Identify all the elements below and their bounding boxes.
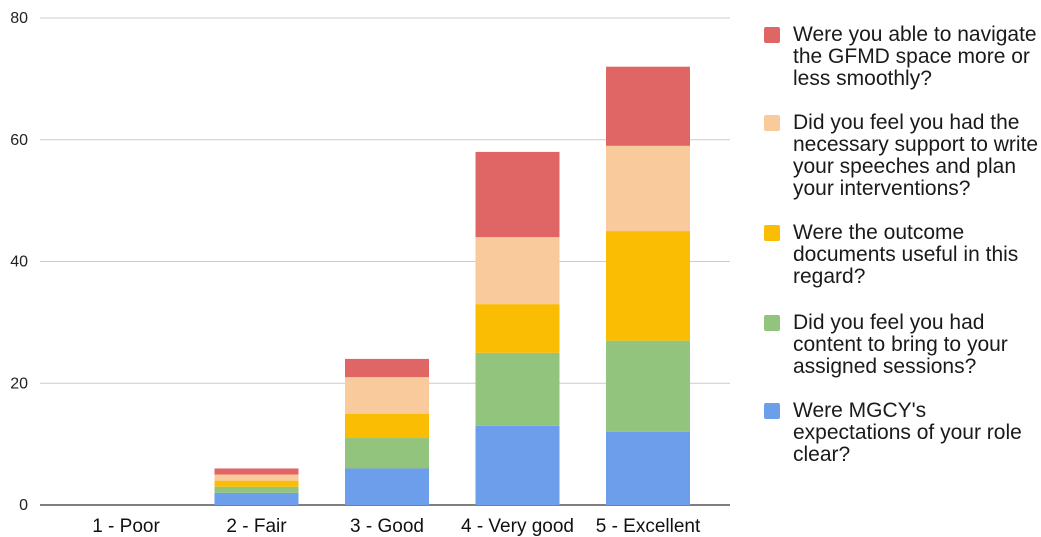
bar-segment (475, 304, 560, 353)
legend-label: Were MGCY's expectations of your role cl… (793, 399, 1022, 466)
bar-segment (345, 377, 429, 414)
x-category-label: 1 - Poor (92, 516, 160, 537)
legend-item: Were the outcome documents useful in thi… (764, 222, 1039, 288)
bar-segment (606, 231, 690, 341)
legend-swatch (764, 403, 780, 419)
x-category-label: 4 - Very good (461, 516, 574, 537)
y-tick-label: 80 (10, 10, 28, 27)
bar-segment (475, 237, 560, 305)
bars (214, 66, 690, 505)
legend-label: Were you able to navigate the GFMD space… (793, 23, 1037, 90)
bar-segment (475, 352, 560, 426)
bar-segment (345, 468, 429, 505)
bar-segment (214, 474, 299, 481)
legend-swatch (764, 315, 780, 331)
bar-segment (475, 425, 560, 505)
bar-segment (475, 151, 560, 238)
y-tick-label: 40 (10, 254, 28, 271)
x-category-label: 3 - Good (350, 516, 424, 537)
y-tick-label: 20 (10, 375, 28, 392)
y-tick-label: 60 (10, 132, 28, 149)
bar-segment (214, 492, 299, 505)
stacked-bar-chart: 0 20 40 60 80 1 - Poor 2 - Fair 3 - Good 4 - Ve… (10, 10, 730, 537)
bar-segment (606, 431, 690, 505)
bar-segment (214, 468, 299, 475)
legend-item: Were you able to navigate the GFMD space… (764, 24, 1039, 90)
bar-segment (345, 358, 429, 378)
bar-segment (214, 486, 299, 493)
legend-label: Were the outcome documents useful in thi… (793, 221, 1019, 288)
bar-segment (606, 340, 690, 432)
legend-swatch (764, 225, 780, 241)
legend-swatch (764, 27, 780, 43)
legend: Were you able to navigate the GFMD space… (764, 24, 1039, 466)
legend-item: Were MGCY's expectations of your role cl… (764, 400, 1039, 466)
x-axis-category-labels: 1 - Poor 2 - Fair 3 - Good 4 - Very good 5 -… (92, 516, 701, 537)
y-axis-tick-labels: 0 20 40 60 80 (10, 10, 28, 514)
legend-swatch (764, 115, 780, 131)
x-category-label: 2 - Fair (226, 516, 287, 537)
legend-label: Did you feel you had content to bring to… (793, 311, 1008, 378)
y-tick-label: 0 (19, 497, 28, 514)
bar-segment (606, 145, 690, 232)
bar-segment (214, 480, 299, 487)
bar-segment (606, 66, 690, 146)
bar-segment (345, 438, 429, 469)
bar-segment (345, 413, 429, 439)
x-category-label: 5 - Excellent (596, 516, 701, 537)
legend-label: Did you feel you had the necessary suppo… (793, 111, 1039, 200)
legend-item: Did you feel you had the necessary suppo… (764, 112, 1039, 200)
legend-item: Did you feel you had content to bring to… (764, 312, 1039, 378)
